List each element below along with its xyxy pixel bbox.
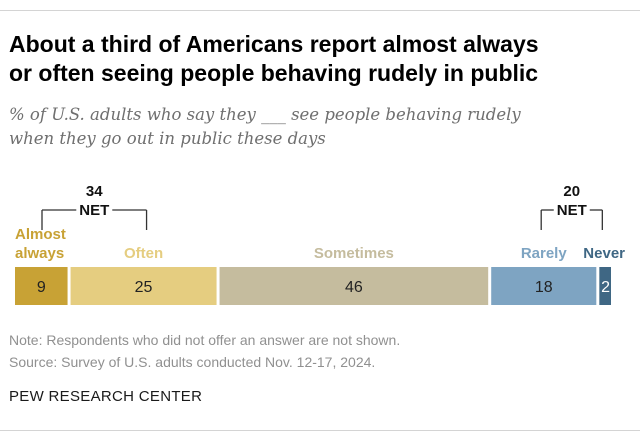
- bar-segment-sometimes: [219, 267, 489, 305]
- net-label-1: NET: [79, 202, 109, 219]
- value-label-never: 2: [601, 279, 610, 296]
- category-label-sometimes: Sometimes: [314, 245, 394, 262]
- bar-segment-almost-always: [15, 267, 68, 305]
- net-bracket-1: [41, 209, 148, 230]
- chart-source: Source: Survey of U.S. adults conducted …: [9, 354, 376, 370]
- chart-subtitle: % of U.S. adults who say they ___ see pe…: [9, 103, 629, 151]
- net-value-2: 20: [563, 183, 580, 200]
- category-label-often: Often: [124, 245, 163, 262]
- category-label-almost-always: Almost always: [15, 226, 66, 262]
- net-label-2: NET: [557, 202, 587, 219]
- value-label-often: 25: [135, 279, 153, 296]
- chart-title: About a third of Americans report almost…: [9, 30, 634, 88]
- category-label-rarely: Rarely: [521, 245, 568, 262]
- subtitle-line-1: % of U.S. adults who say they ___ see pe…: [9, 105, 521, 124]
- top-rule: [0, 10, 640, 11]
- pew-logo-text: PEW RESEARCH CENTER: [9, 388, 203, 405]
- value-label-rarely: 18: [535, 279, 553, 296]
- bar-segment-never: [599, 267, 611, 305]
- bar-segment-rarely: [491, 267, 597, 305]
- value-label-sometimes: 46: [345, 279, 363, 296]
- subtitle-line-2: when they go out in public these days: [9, 129, 326, 148]
- bar-segment-often: [70, 267, 217, 305]
- title-line-2: or often seeing people behaving rudely i…: [9, 60, 539, 86]
- chart-note: Note: Respondents who did not offer an a…: [9, 332, 401, 348]
- stacked-bar-chart: 9 Almost always 25 Often 46 Sometimes 18 Rarely 2…: [15, 183, 625, 305]
- bottom-rule: [0, 430, 640, 431]
- net-value-1: 34: [86, 183, 103, 200]
- title-line-1: About a third of Americans report almost…: [9, 31, 539, 57]
- value-label-almost-always: 9: [37, 279, 46, 296]
- category-label-never: Never: [583, 245, 625, 262]
- net-bracket-2: [540, 209, 603, 230]
